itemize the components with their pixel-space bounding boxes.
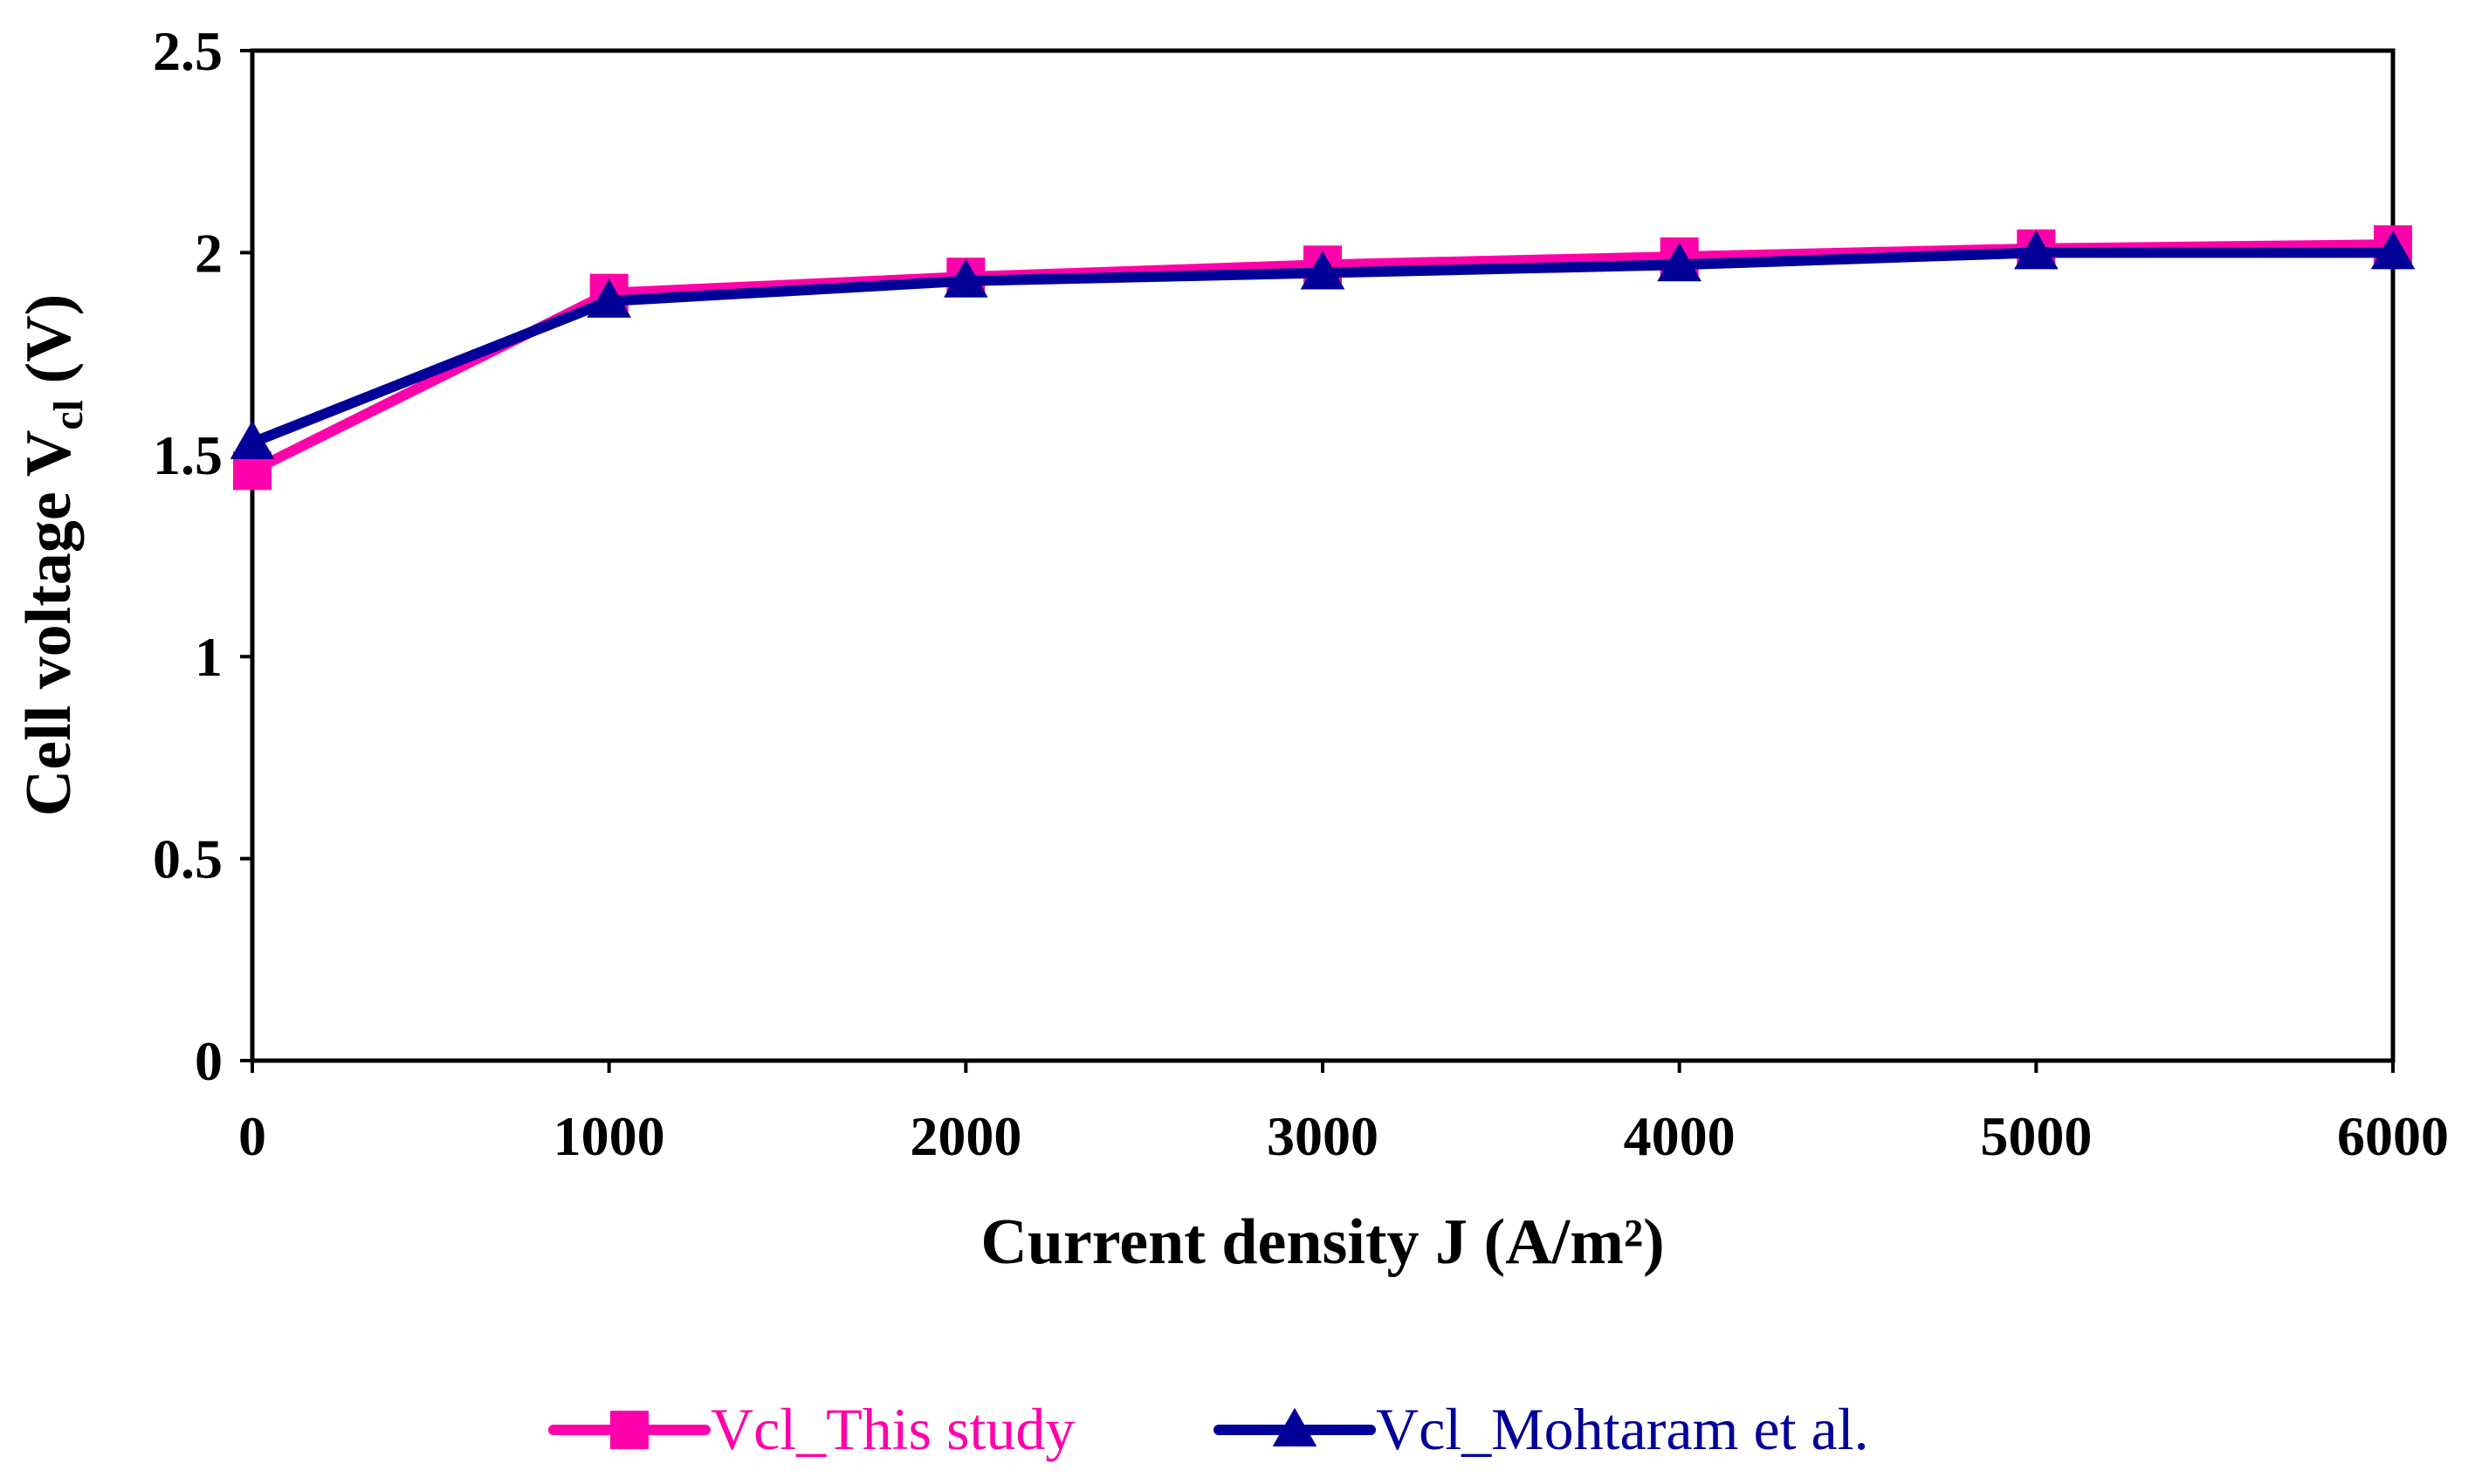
y-tick-label: 1 xyxy=(195,626,223,688)
y-axis-title: Cell voltage Vcl (V) xyxy=(13,294,92,816)
series-triangle xyxy=(230,230,2416,459)
triangle-marker xyxy=(944,258,988,298)
triangle-marker xyxy=(1300,251,1345,290)
legend-item: Vcl_Mohtaram et al. xyxy=(1213,1396,1869,1462)
x-tick-label: 6000 xyxy=(2337,1105,2449,1167)
y-tick-label: 1.5 xyxy=(153,424,223,486)
x-tick-label: 0 xyxy=(238,1105,266,1167)
triangle-marker xyxy=(587,278,631,318)
x-axis-ticks: 0 1000 2000 3000 4000 5000 6000 xyxy=(238,1061,2449,1167)
series-group xyxy=(230,225,2416,491)
triangle-marker xyxy=(2370,230,2416,270)
y-axis-title-subscript: cl xyxy=(45,400,92,430)
legend-item: Vcl_This study xyxy=(548,1396,1075,1462)
y-tick-label: 0 xyxy=(195,1030,223,1092)
x-tick-label: 4000 xyxy=(1624,1105,1736,1167)
triangle-marker xyxy=(1657,242,1702,282)
y-axis-title-main: Cell voltage V xyxy=(13,430,85,817)
y-tick-label: 0.5 xyxy=(153,828,223,890)
legend: Vcl_This study Vcl_Mohtaram et al. xyxy=(548,1396,1869,1462)
triangle-marker xyxy=(1272,1407,1317,1446)
y-axis-ticks: 0 0.5 1 1.5 2 2.5 xyxy=(153,20,252,1092)
legend-label: Vcl_This study xyxy=(711,1396,1075,1462)
plot-area xyxy=(250,48,2396,1063)
y-tick-label: 2.5 xyxy=(153,20,223,82)
square-marker xyxy=(610,1411,649,1449)
legend-label: Vcl_Mohtaram et al. xyxy=(1376,1396,1869,1462)
y-tick-label: 2 xyxy=(195,222,223,284)
x-axis-title: Current density J (A/m²) xyxy=(980,1206,1664,1278)
y-axis-title-unit: (V) xyxy=(13,294,85,400)
x-tick-label: 2000 xyxy=(910,1105,1021,1167)
x-tick-label: 5000 xyxy=(1980,1105,2092,1167)
triangle-marker xyxy=(230,420,275,459)
x-tick-label: 1000 xyxy=(553,1105,665,1167)
triangle-marker xyxy=(2014,230,2059,270)
x-tick-label: 3000 xyxy=(1267,1105,1378,1167)
